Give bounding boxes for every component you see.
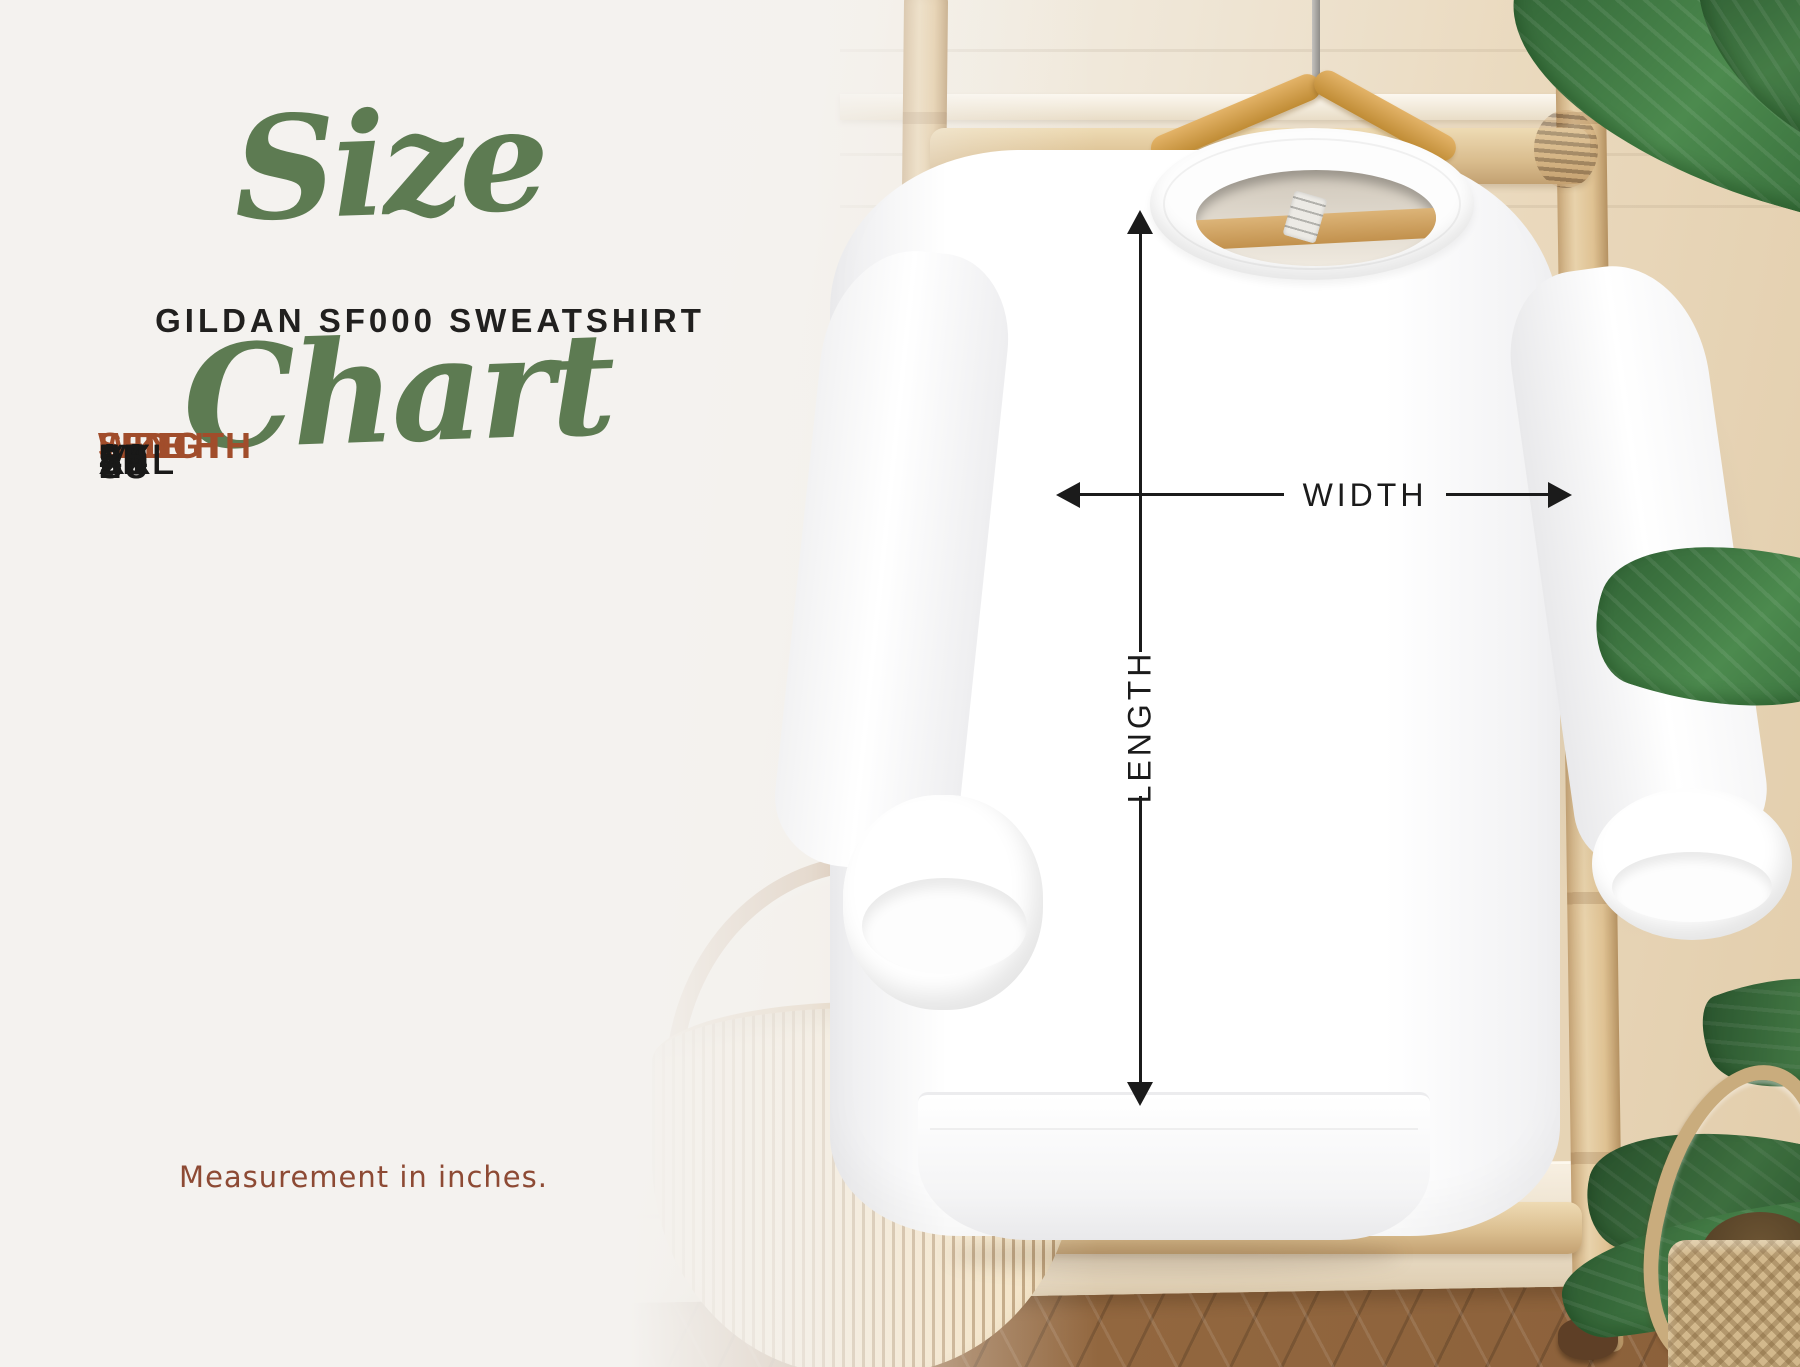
collar-rib-seam [1163, 138, 1461, 270]
width-label: WIDTH [1302, 477, 1428, 513]
size-cell: S [98, 442, 124, 488]
arrow-down-icon [1127, 1082, 1153, 1106]
size-cell: XL [98, 438, 148, 484]
hem-seam [930, 1128, 1418, 1130]
width-arrow [1446, 493, 1550, 496]
length-cell: 31 [98, 438, 149, 484]
length-cell: 35 [98, 438, 149, 484]
seagrass-basket [1668, 1240, 1800, 1367]
width-cell: 28 [98, 438, 149, 484]
width-cell: 22 [98, 438, 149, 484]
hem-shadow [950, 1238, 1400, 1272]
width-cell: 20 [98, 442, 149, 488]
cuff-fold-right [1612, 852, 1772, 922]
column-header-length: LENGTH [98, 425, 252, 466]
size-cell: 2XL [98, 438, 174, 484]
size-cell: M [98, 438, 133, 484]
column-header-width: WIDTH [98, 425, 221, 466]
arrow-right-icon [1548, 482, 1572, 508]
width-cell: 34 [98, 438, 149, 484]
width-cell: 32 [98, 438, 149, 484]
length-cell: 29 [98, 438, 149, 484]
cuff-fold-left [862, 878, 1027, 974]
width-cell: 26 [98, 438, 149, 484]
page-title: Size Chart [180, 76, 615, 483]
length-cell: 30 [98, 438, 149, 484]
width-arrow [1078, 493, 1284, 496]
length-arrow [1139, 232, 1142, 652]
arrow-left-icon [1056, 482, 1080, 508]
page-subtitle: GILDAN SF000 SWEATSHIRT [155, 302, 705, 339]
length-arrow [1139, 796, 1142, 1086]
measurement-note: Measurement in inches. [179, 1160, 548, 1194]
size-cell: 3XL [98, 438, 174, 484]
hanger-hook [1312, 0, 1320, 78]
length-cell: 32 [98, 438, 149, 484]
size-cell: 5XL [98, 438, 174, 484]
size-cell: L [98, 438, 121, 484]
size-cell: 4XL [98, 438, 174, 484]
length-cell: 34 [98, 438, 149, 484]
sweatshirt-hem [918, 1092, 1430, 1240]
length-cell: 33 [98, 438, 149, 484]
width-cell: 30 [98, 438, 149, 484]
width-cell: 24 [98, 438, 149, 484]
arrow-up-icon [1127, 210, 1153, 234]
length-label: LENGTH [1121, 649, 1158, 804]
length-cell: 28 [98, 442, 149, 488]
column-header-size: SIZE [98, 425, 183, 466]
